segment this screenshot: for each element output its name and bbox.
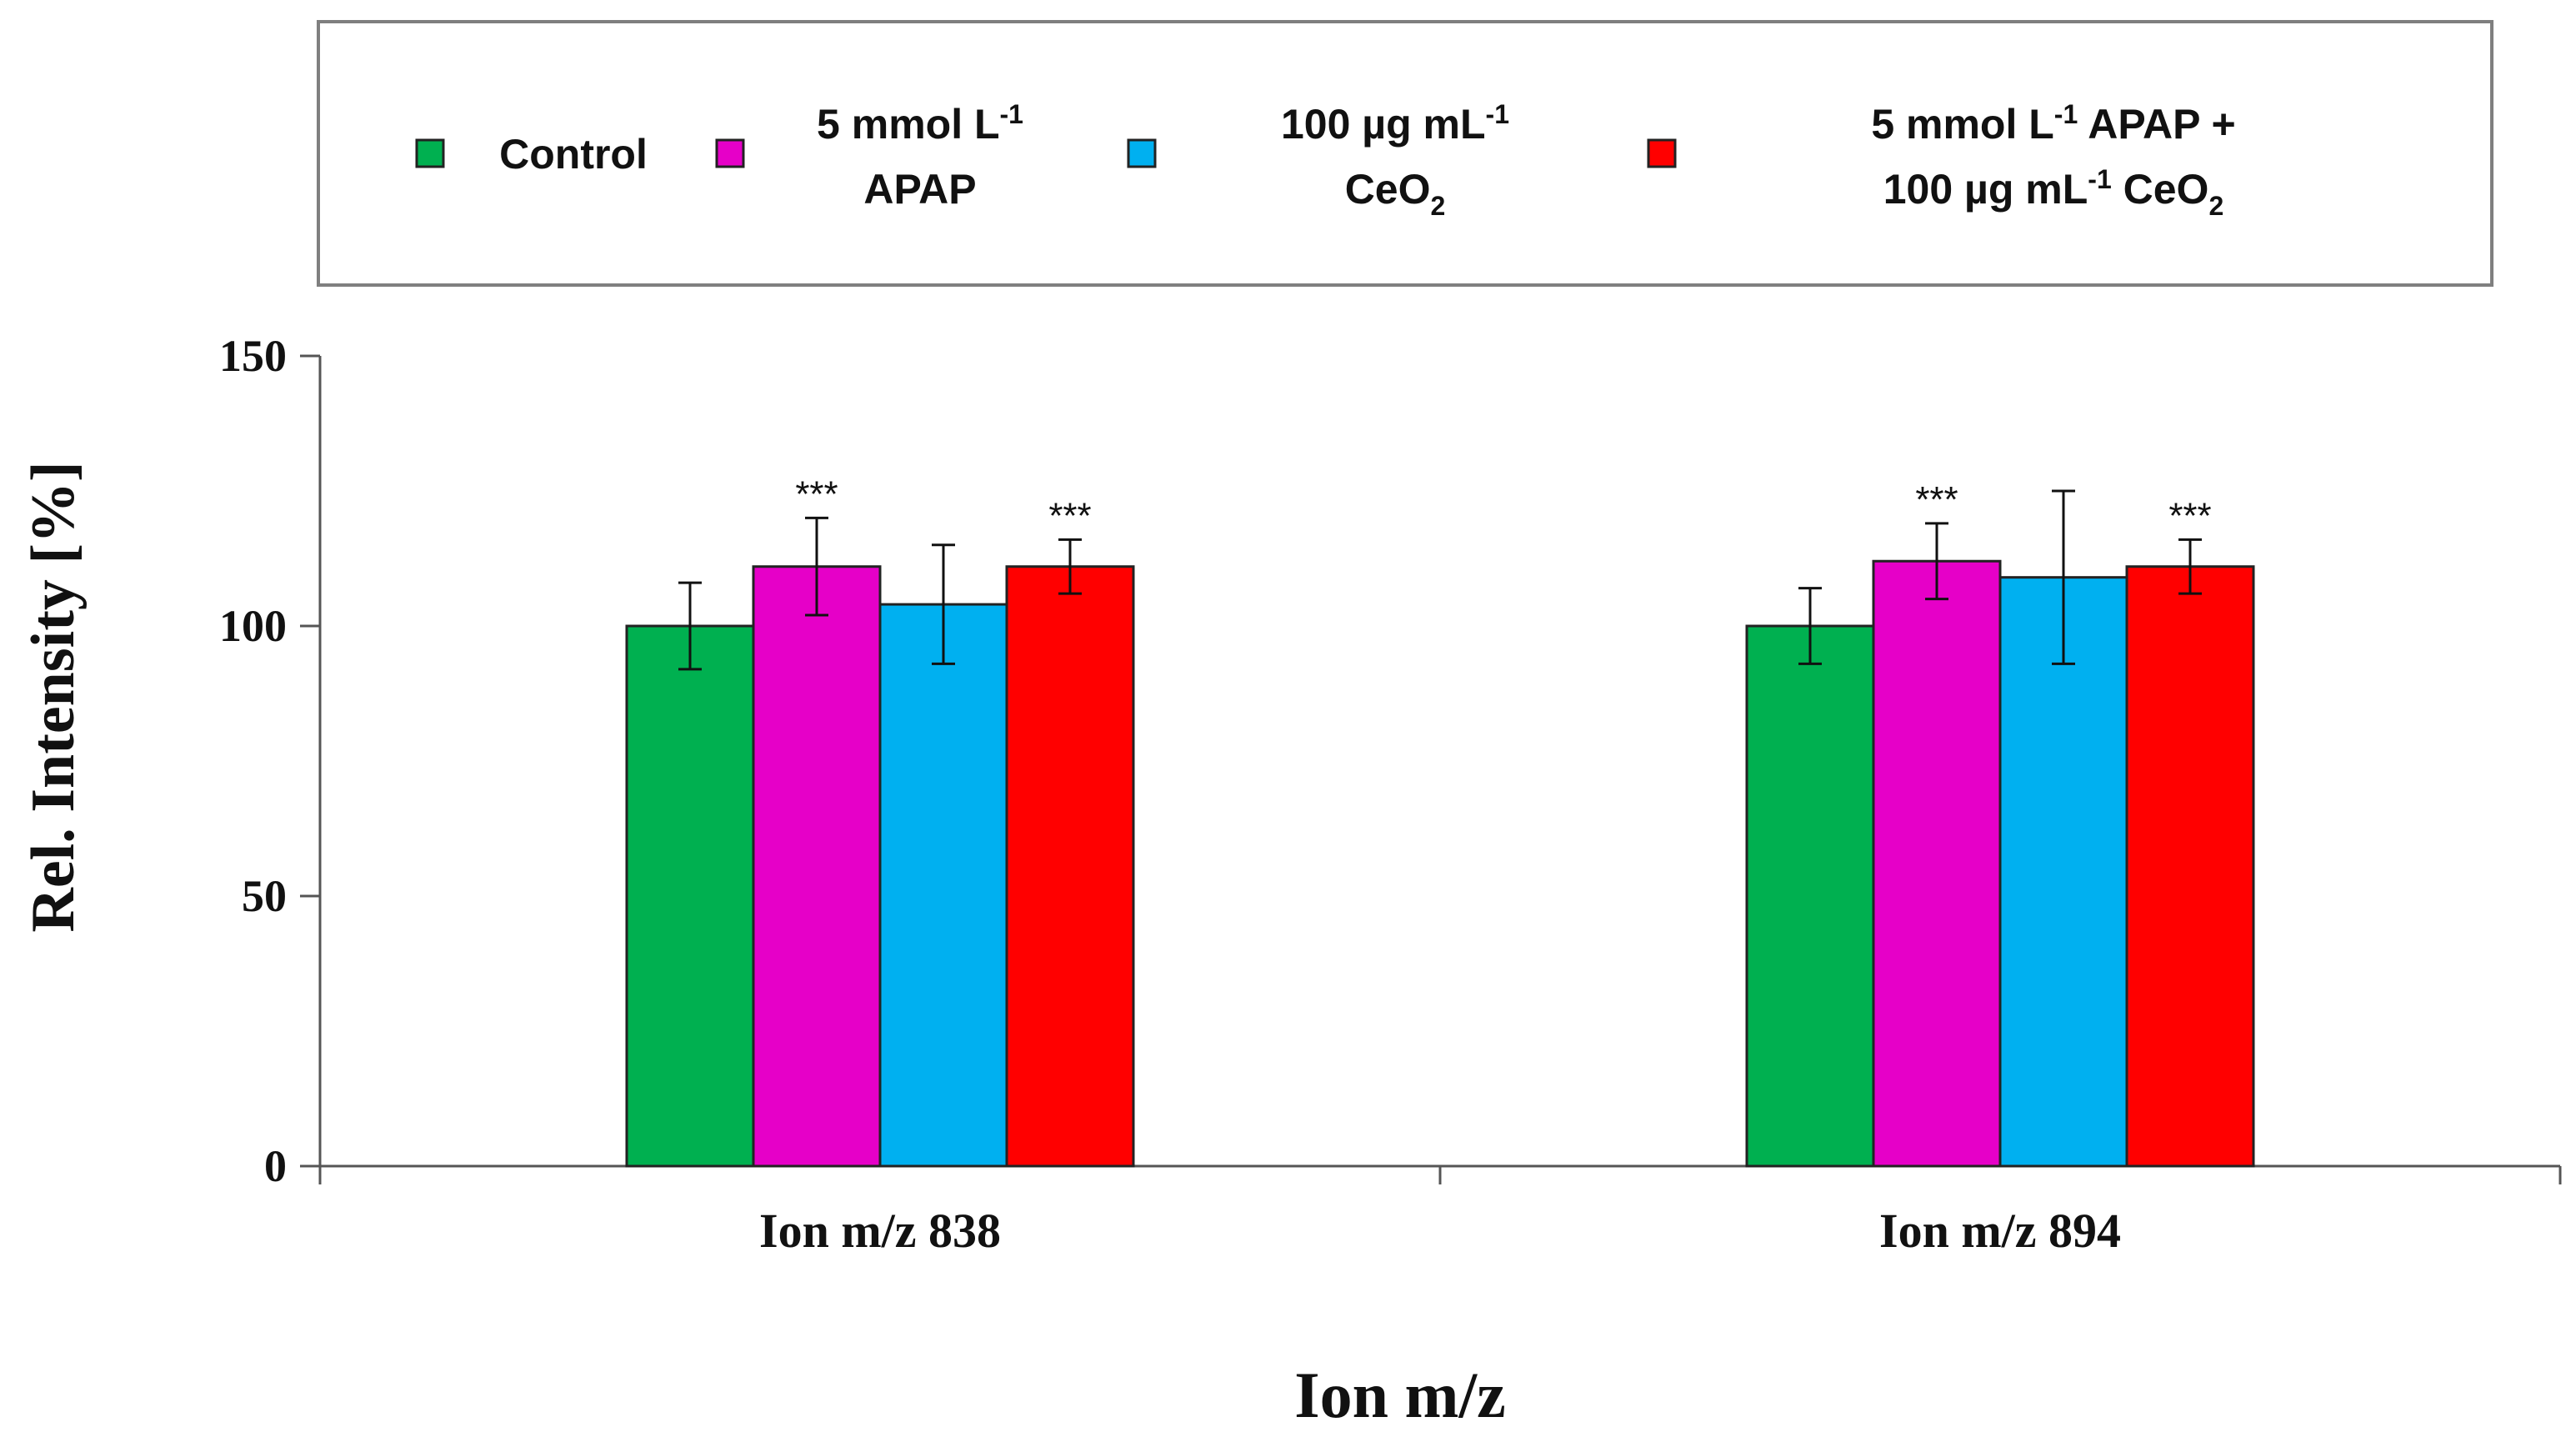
legend-items: Control 5 mmol L-1 APAP 100 µg mL-1 CeO2 5 mm…	[415, 99, 2236, 221]
significance-2-cat-2: ***	[1915, 479, 1958, 520]
x-tick-label-2: Ion m/z 894	[1879, 1204, 2121, 1258]
bar-3-cat-2	[1998, 576, 2128, 1168]
legend-swatch-3	[1127, 138, 1157, 168]
y-axis-label: Rel. Intensity [%]	[19, 461, 88, 932]
bar-1-cat-2	[1745, 624, 1875, 1168]
y-tick-label-150: 150	[219, 331, 287, 381]
bar-2-cat-1	[752, 565, 882, 1168]
legend-label-3-line-2: CeO2	[1345, 166, 1446, 221]
significance-4-cat-1: ***	[1048, 495, 1091, 536]
legend-label-4-line-2: 100 µg mL-1 CeO2	[1883, 164, 2224, 221]
legend-swatch-2	[715, 138, 745, 168]
bar-4-cat-1	[1005, 565, 1135, 1168]
bar-4-cat-2	[2125, 565, 2255, 1168]
plot-area: 0 50 100 150 Ion m/z 838 *** *** Ion m/z 894 ***…	[219, 331, 2562, 1258]
bar-3-cat-1	[878, 603, 1008, 1168]
legend-swatch-4	[1647, 138, 1677, 168]
legend-label-4-line-1: 5 mmol L-1 APAP +	[1871, 99, 2235, 148]
legend-box	[317, 20, 2493, 287]
bar-1-cat-1	[625, 624, 755, 1168]
legend: Control 5 mmol L-1 APAP 100 µg mL-1 CeO2 5 mm…	[317, 20, 2493, 287]
y-tick-label-100: 100	[219, 601, 287, 651]
y-tick-label-50: 50	[242, 871, 287, 921]
bar-2-cat-2	[1872, 559, 2002, 1168]
significance-4-cat-2: ***	[2168, 495, 2211, 536]
legend-label-1-line-1: Control	[499, 131, 648, 178]
legend-label-3-line-1: 100 µg mL-1	[1281, 99, 1509, 148]
legend-label-2-line-2: APAP	[863, 166, 976, 213]
legend-label-2-line-1: 5 mmol L-1	[817, 99, 1023, 148]
legend-swatch-1	[415, 138, 445, 168]
x-tick-label-1: Ion m/z 838	[759, 1204, 1001, 1258]
y-tick-label-0: 0	[264, 1141, 287, 1191]
significance-2-cat-1: ***	[795, 473, 838, 514]
x-axis-label: Ion m/z	[1294, 1359, 1506, 1431]
